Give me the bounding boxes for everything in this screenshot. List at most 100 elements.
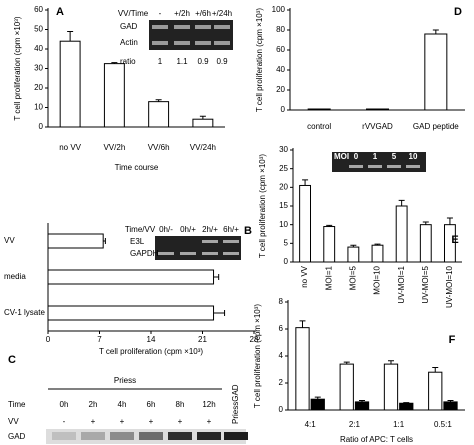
gel-band [81, 432, 105, 440]
bar [424, 33, 448, 111]
x-tick-label: control [307, 122, 331, 131]
inset-label: MOI [334, 152, 349, 161]
bar [299, 184, 312, 263]
gel-band [223, 252, 239, 255]
bar [354, 401, 370, 411]
y-tick-label: 4 [279, 351, 284, 360]
gel-cell: 12h [202, 400, 215, 409]
bar [59, 40, 81, 128]
gel-band [110, 432, 134, 440]
inset-lane: 1 [373, 152, 378, 161]
error-bar [374, 243, 381, 246]
gel-strip [155, 236, 241, 260]
gel-cell: 0h [60, 400, 69, 409]
error-bar [67, 30, 74, 42]
panel-label: D [454, 6, 462, 18]
inset-header: 0h/- [159, 225, 173, 234]
inset-header: +/2h [174, 9, 190, 18]
y-tick-label: 0 [281, 105, 286, 114]
inset-lane: 10 [409, 152, 418, 161]
gel-cell: + [207, 417, 212, 426]
bar [47, 269, 215, 285]
inset-header: +/24h [212, 9, 232, 18]
gel-band [197, 432, 221, 440]
panel-label: C [8, 354, 16, 366]
gel-band [195, 41, 211, 45]
gel-band [224, 432, 248, 440]
gel-cell: 8h [176, 400, 185, 409]
error-bar [302, 179, 309, 186]
panel-label: F [449, 334, 456, 346]
x-tick-label: 1:1 [393, 420, 405, 429]
gel-band [202, 240, 218, 243]
x-tick-label: MOI=5 [348, 265, 357, 290]
gel-band [152, 25, 168, 29]
inset-header: 6h/+ [223, 225, 239, 234]
x-tick-label: VV/24h [190, 143, 216, 152]
panel-label: A [56, 6, 64, 18]
y-tick-label: 25 [279, 164, 288, 173]
gel-control: PriessGAD [231, 384, 240, 424]
x-tick-label: 0 [46, 335, 51, 344]
inset-header: +/6h [195, 9, 211, 18]
error-bar [155, 99, 162, 102]
y-tick-label: 2 [279, 378, 284, 387]
ratio-value: 1.1 [176, 57, 188, 66]
gel-band [174, 41, 190, 45]
bar [339, 363, 354, 411]
gel-band [368, 165, 382, 168]
error-bar [299, 320, 306, 328]
inset-header: VV/Time [118, 9, 149, 18]
error-bar [326, 224, 333, 227]
gel-cell: 2h [89, 400, 98, 409]
inset-row-label: GAPDH [130, 249, 159, 258]
inset-row-label: Actin [120, 38, 138, 47]
error-bar [387, 360, 394, 365]
error-bar [446, 217, 453, 225]
y-tick-label: 30 [34, 64, 43, 73]
y-tick-label: 60 [276, 45, 285, 54]
error-bar [398, 199, 405, 206]
error-bar [359, 400, 366, 402]
bar [419, 224, 432, 263]
gel-row-label: GAD [8, 432, 26, 441]
gel-band [158, 252, 174, 255]
x-tick-label: 21 [198, 335, 207, 344]
y-axis-label: T cell proliferation (cpm ×10³) [13, 16, 22, 120]
y-tick-label: 20 [34, 83, 43, 92]
y-tick-label: media [4, 272, 26, 281]
inset-row-label: ratio [120, 57, 136, 66]
x-tick-label: 14 [147, 335, 156, 344]
x-axis-label: Time course [115, 163, 159, 172]
gel-band [180, 252, 196, 255]
gel-cell: + [120, 417, 125, 426]
y-tick-label: 8 [279, 297, 284, 306]
x-tick-label: UV-MOI=1 [397, 265, 406, 303]
bar [443, 401, 458, 411]
inset-lane: 5 [392, 152, 397, 161]
y-axis-label: T cell proliferation (cpm ×10³) [253, 304, 262, 408]
error-bar [350, 244, 357, 248]
inset-header: Time/VV [125, 225, 156, 234]
bar [395, 205, 408, 263]
x-tick-label: UV-MOI=10 [445, 265, 454, 308]
inset-header: 2h/+ [202, 225, 218, 234]
bar [428, 371, 443, 411]
gel-band [139, 432, 163, 440]
x-tick-label: 0.5:1 [434, 420, 452, 429]
y-tick-label: 80 [276, 25, 285, 34]
y-tick-label: 40 [34, 44, 43, 53]
x-tick-label: VV/6h [148, 143, 170, 152]
gel-band [406, 165, 420, 168]
gel-row-label: VV [8, 417, 19, 426]
x-tick-label: UV-MOI=5 [421, 265, 430, 303]
y-tick-label: 6 [279, 324, 284, 333]
x-tick-label: MOI=10 [373, 265, 382, 294]
x-tick-label: 4:1 [305, 420, 317, 429]
y-tick-label: 40 [276, 65, 285, 74]
inset-row-label: GAD [120, 22, 138, 31]
error-bar [432, 29, 439, 34]
gel-band [214, 41, 230, 45]
gel-band [195, 25, 211, 29]
